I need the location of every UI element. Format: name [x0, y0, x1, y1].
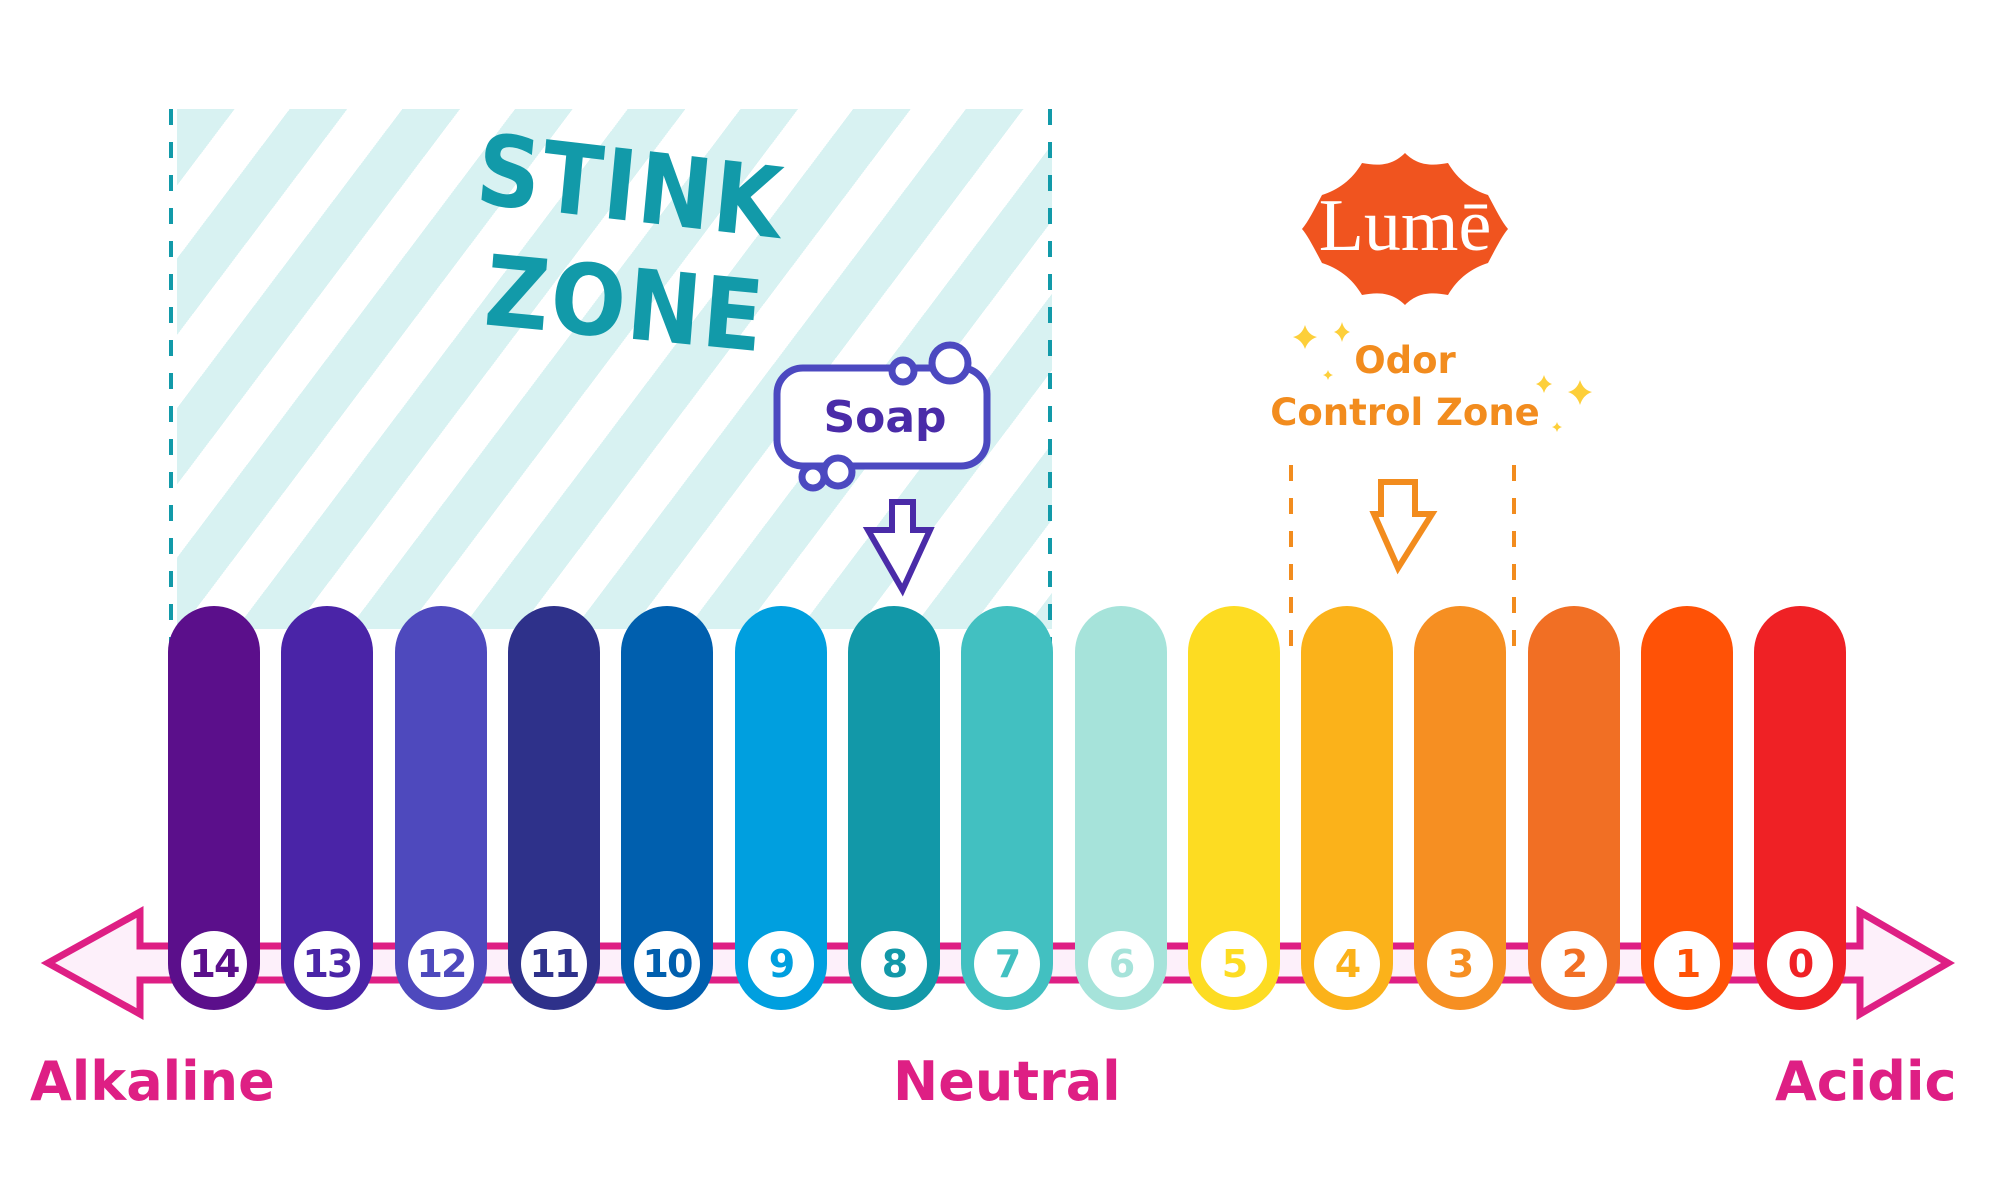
- odor-line1: Odor: [1354, 339, 1456, 382]
- ph-value-8: 8: [861, 931, 927, 997]
- ph-value-12: 12: [408, 931, 474, 997]
- ph-value-9: 9: [748, 931, 814, 997]
- neutral-label: Neutral: [893, 1050, 1121, 1113]
- ph-value-7: 7: [974, 931, 1040, 997]
- ph-value-2: 2: [1541, 931, 1607, 997]
- ph-value-6: 6: [1088, 931, 1154, 997]
- lume-brand-name: Lumē: [1318, 185, 1492, 267]
- soap-label: Soap: [823, 392, 947, 443]
- ph-value-1: 1: [1654, 931, 1720, 997]
- ph-value-14: 14: [181, 931, 247, 997]
- acidic-label: Acidic: [1775, 1050, 1957, 1113]
- ph-value-13: 13: [294, 931, 360, 997]
- sparkle-icon: [1536, 375, 1552, 393]
- odor-down-arrow-icon: [1369, 479, 1438, 575]
- sparkle-icon: [1293, 325, 1317, 349]
- ph-value-10: 10: [634, 931, 700, 997]
- soap-icon: [773, 341, 991, 597]
- ph-value-0: 0: [1767, 931, 1833, 997]
- ph-value-11: 11: [521, 931, 587, 997]
- sparkle-icon: [1568, 380, 1592, 405]
- ph-value-3: 3: [1427, 931, 1493, 997]
- sparkle-icon: [1552, 422, 1562, 432]
- ph-value-4: 4: [1314, 931, 1380, 997]
- soap-down-arrow-icon: [862, 499, 935, 597]
- sparkle-icon: [1334, 322, 1350, 342]
- ph-value-5: 5: [1201, 931, 1267, 997]
- odor-control-zone-title: Odor Control Zone: [1230, 335, 1580, 439]
- alkaline-label: Alkaline: [30, 1050, 275, 1113]
- lume-badge-icon: [1302, 153, 1508, 305]
- odor-line2: Control Zone: [1270, 391, 1540, 434]
- sparkle-icon: [1323, 370, 1333, 380]
